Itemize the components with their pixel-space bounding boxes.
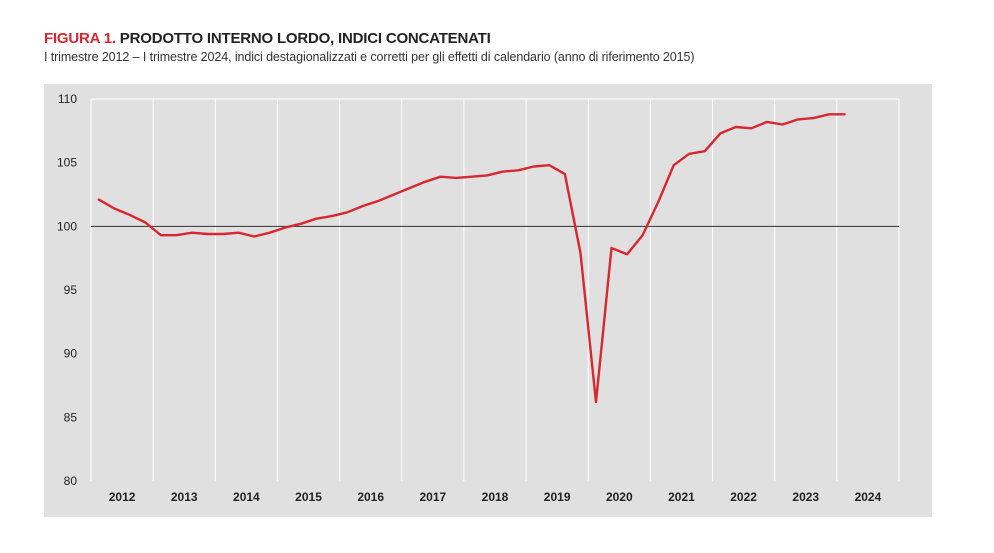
data-point-2012-Q1 <box>98 199 100 201</box>
x-tick-label-2017: 2017 <box>419 490 446 504</box>
data-point-2013-Q3 <box>191 232 193 234</box>
y-tick-label-105: 105 <box>57 156 77 170</box>
data-point-2014-Q2 <box>238 232 240 234</box>
data-point-2022-Q1 <box>719 132 721 134</box>
x-tick-label-2012: 2012 <box>109 490 136 504</box>
data-point-2016-Q4 <box>393 194 395 196</box>
data-point-2013-Q4 <box>207 233 209 235</box>
data-point-2021-Q3 <box>688 153 690 155</box>
chart-panel: 80 85 90 95 100 105 110 2012 2013 2014 2015 2016 201… <box>44 84 932 517</box>
y-tick-label-90: 90 <box>64 347 78 361</box>
data-point-2017-Q1 <box>409 187 411 189</box>
data-point-2022-Q2 <box>735 126 737 128</box>
y-tick-label-85: 85 <box>64 410 78 424</box>
line-chart: 80 85 90 95 100 105 110 2012 2013 2014 2015 2016 201… <box>57 92 900 504</box>
data-point-2016-Q3 <box>378 200 380 202</box>
data-point-2023-Q1 <box>782 124 784 126</box>
x-tick-label-2024: 2024 <box>855 490 882 504</box>
data-point-2018-Q4 <box>517 169 519 171</box>
data-point-2021-Q2 <box>673 164 675 166</box>
data-point-2014-Q3 <box>253 236 255 238</box>
data-point-2014-Q4 <box>269 232 271 234</box>
data-point-2022-Q3 <box>750 127 752 129</box>
data-point-2024-Q1 <box>844 113 846 115</box>
data-point-2020-Q2 <box>611 247 613 249</box>
data-point-2019-Q4 <box>580 252 582 254</box>
data-point-2012-Q2 <box>113 208 115 210</box>
x-tick-label-2018: 2018 <box>482 490 509 504</box>
data-point-2016-Q1 <box>346 211 348 213</box>
data-point-2015-Q3 <box>315 218 317 220</box>
x-tick-label-2023: 2023 <box>792 490 819 504</box>
data-point-2017-Q2 <box>424 181 426 183</box>
data-point-2018-Q2 <box>486 174 488 176</box>
data-point-2023-Q2 <box>797 118 799 120</box>
data-point-2014-Q1 <box>222 233 224 235</box>
series-line-pil <box>97 113 846 404</box>
y-tick-label-100: 100 <box>57 219 77 233</box>
data-point-2019-Q3 <box>564 173 566 175</box>
data-point-2019-Q1 <box>533 166 535 168</box>
figure-subtitle: I trimestre 2012 – I trimestre 2024, ind… <box>44 50 695 64</box>
data-point-2015-Q4 <box>331 215 333 217</box>
x-tick-label-2021: 2021 <box>668 490 695 504</box>
data-point-2020-Q3 <box>626 253 628 255</box>
data-point-2017-Q3 <box>440 176 442 178</box>
data-point-2021-Q4 <box>704 150 706 152</box>
data-point-2020-Q4 <box>642 234 644 236</box>
data-point-2016-Q2 <box>362 205 364 207</box>
data-point-2023-Q3 <box>813 117 815 119</box>
y-tick-label-95: 95 <box>64 283 78 297</box>
figure-title-text: PRODOTTO INTERNO LORDO, INDICI CONCATENA… <box>119 30 491 47</box>
data-point-2020-Q1 <box>595 401 597 403</box>
x-tick-label-2015: 2015 <box>295 490 322 504</box>
x-tick-label-2022: 2022 <box>730 490 757 504</box>
data-point-2018-Q1 <box>471 176 473 178</box>
data-point-2013-Q1 <box>160 234 162 236</box>
y-tick-label-80: 80 <box>64 474 78 488</box>
x-tick-label-2013: 2013 <box>171 490 198 504</box>
data-point-2021-Q1 <box>657 201 659 203</box>
data-point-2023-Q4 <box>828 113 830 115</box>
data-point-2022-Q4 <box>766 121 768 123</box>
data-point-2012-Q3 <box>129 214 131 216</box>
x-tick-label-2020: 2020 <box>606 490 633 504</box>
x-tick-label-2019: 2019 <box>544 490 571 504</box>
figure-number: FIGURA 1. <box>44 30 116 47</box>
y-tick-label-110: 110 <box>58 92 77 106</box>
data-point-2012-Q4 <box>144 222 146 224</box>
data-point-2015-Q1 <box>284 227 286 229</box>
figure-title: FIGURA 1. PRODOTTO INTERNO LORDO, INDICI… <box>44 30 491 47</box>
data-point-2017-Q4 <box>455 177 457 179</box>
data-point-2015-Q2 <box>300 223 302 225</box>
data-point-2013-Q2 <box>176 234 178 236</box>
data-point-2019-Q2 <box>548 164 550 166</box>
x-tick-label-2016: 2016 <box>357 490 384 504</box>
data-point-2018-Q3 <box>502 171 504 173</box>
x-tick-label-2014: 2014 <box>233 490 260 504</box>
